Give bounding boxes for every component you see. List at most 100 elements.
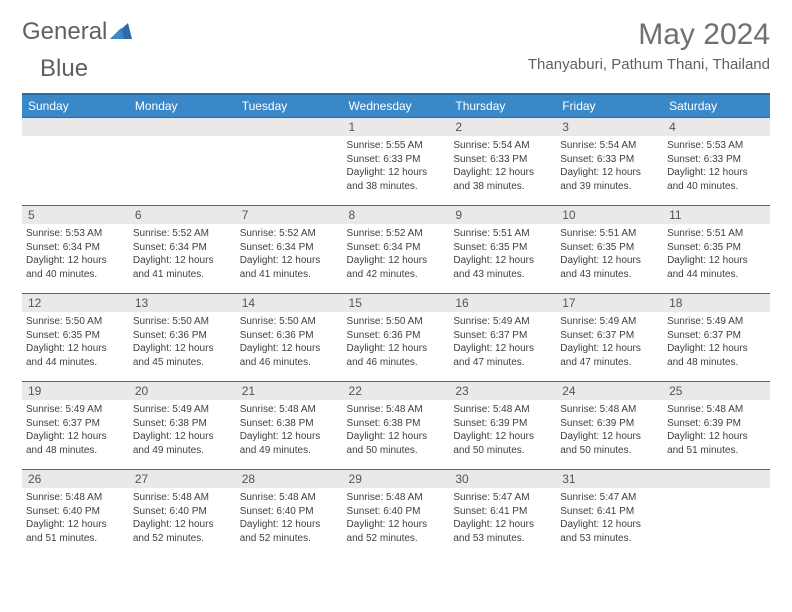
calendar-cell: 2Sunrise: 5:54 AMSunset: 6:33 PMDaylight… <box>449 118 556 206</box>
day-number-empty <box>663 470 770 488</box>
calendar-cell: 4Sunrise: 5:53 AMSunset: 6:33 PMDaylight… <box>663 118 770 206</box>
day-body: Sunrise: 5:48 AMSunset: 6:40 PMDaylight:… <box>129 488 236 549</box>
calendar-week-row: 19Sunrise: 5:49 AMSunset: 6:37 PMDayligh… <box>22 382 770 470</box>
day-body: Sunrise: 5:52 AMSunset: 6:34 PMDaylight:… <box>129 224 236 285</box>
calendar-cell: 9Sunrise: 5:51 AMSunset: 6:35 PMDaylight… <box>449 206 556 294</box>
calendar-cell: 17Sunrise: 5:49 AMSunset: 6:37 PMDayligh… <box>556 294 663 382</box>
calendar-cell: 7Sunrise: 5:52 AMSunset: 6:34 PMDaylight… <box>236 206 343 294</box>
day-number: 15 <box>343 294 450 312</box>
day-body: Sunrise: 5:52 AMSunset: 6:34 PMDaylight:… <box>236 224 343 285</box>
day-header: Tuesday <box>236 95 343 118</box>
day-number: 1 <box>343 118 450 136</box>
day-body: Sunrise: 5:54 AMSunset: 6:33 PMDaylight:… <box>556 136 663 197</box>
day-number: 2 <box>449 118 556 136</box>
day-number: 28 <box>236 470 343 488</box>
day-number: 19 <box>22 382 129 400</box>
day-number: 29 <box>343 470 450 488</box>
calendar-week-row: 26Sunrise: 5:48 AMSunset: 6:40 PMDayligh… <box>22 470 770 558</box>
calendar-cell: 8Sunrise: 5:52 AMSunset: 6:34 PMDaylight… <box>343 206 450 294</box>
location: Thanyaburi, Pathum Thani, Thailand <box>528 56 770 73</box>
calendar-cell <box>663 470 770 558</box>
calendar-cell: 1Sunrise: 5:55 AMSunset: 6:33 PMDaylight… <box>343 118 450 206</box>
day-number: 17 <box>556 294 663 312</box>
day-body: Sunrise: 5:49 AMSunset: 6:37 PMDaylight:… <box>449 312 556 373</box>
calendar-cell: 28Sunrise: 5:48 AMSunset: 6:40 PMDayligh… <box>236 470 343 558</box>
logo: General <box>22 18 134 46</box>
calendar-week-row: 12Sunrise: 5:50 AMSunset: 6:35 PMDayligh… <box>22 294 770 382</box>
logo-text-1: General <box>22 18 107 46</box>
day-body: Sunrise: 5:51 AMSunset: 6:35 PMDaylight:… <box>556 224 663 285</box>
logo-triangle-icon <box>110 18 132 46</box>
day-body: Sunrise: 5:49 AMSunset: 6:38 PMDaylight:… <box>129 400 236 461</box>
day-body: Sunrise: 5:51 AMSunset: 6:35 PMDaylight:… <box>449 224 556 285</box>
calendar-cell: 5Sunrise: 5:53 AMSunset: 6:34 PMDaylight… <box>22 206 129 294</box>
day-number: 11 <box>663 206 770 224</box>
day-number: 20 <box>129 382 236 400</box>
calendar-cell: 29Sunrise: 5:48 AMSunset: 6:40 PMDayligh… <box>343 470 450 558</box>
day-body: Sunrise: 5:50 AMSunset: 6:36 PMDaylight:… <box>236 312 343 373</box>
day-number: 25 <box>663 382 770 400</box>
day-header: Thursday <box>449 95 556 118</box>
day-body: Sunrise: 5:49 AMSunset: 6:37 PMDaylight:… <box>22 400 129 461</box>
calendar-cell: 27Sunrise: 5:48 AMSunset: 6:40 PMDayligh… <box>129 470 236 558</box>
day-body: Sunrise: 5:50 AMSunset: 6:36 PMDaylight:… <box>129 312 236 373</box>
calendar-cell <box>236 118 343 206</box>
day-body: Sunrise: 5:53 AMSunset: 6:34 PMDaylight:… <box>22 224 129 285</box>
day-body: Sunrise: 5:48 AMSunset: 6:40 PMDaylight:… <box>343 488 450 549</box>
day-body: Sunrise: 5:48 AMSunset: 6:39 PMDaylight:… <box>663 400 770 461</box>
calendar-cell: 20Sunrise: 5:49 AMSunset: 6:38 PMDayligh… <box>129 382 236 470</box>
day-number: 5 <box>22 206 129 224</box>
day-number-empty <box>129 118 236 136</box>
day-body: Sunrise: 5:49 AMSunset: 6:37 PMDaylight:… <box>556 312 663 373</box>
day-number: 6 <box>129 206 236 224</box>
day-number: 4 <box>663 118 770 136</box>
calendar-cell: 22Sunrise: 5:48 AMSunset: 6:38 PMDayligh… <box>343 382 450 470</box>
day-body: Sunrise: 5:51 AMSunset: 6:35 PMDaylight:… <box>663 224 770 285</box>
day-body: Sunrise: 5:53 AMSunset: 6:33 PMDaylight:… <box>663 136 770 197</box>
day-number: 7 <box>236 206 343 224</box>
day-number: 24 <box>556 382 663 400</box>
day-number: 8 <box>343 206 450 224</box>
day-body: Sunrise: 5:52 AMSunset: 6:34 PMDaylight:… <box>343 224 450 285</box>
calendar-cell <box>129 118 236 206</box>
day-number-empty <box>236 118 343 136</box>
title-block: May 2024 Thanyaburi, Pathum Thani, Thail… <box>528 18 770 73</box>
day-body: Sunrise: 5:50 AMSunset: 6:36 PMDaylight:… <box>343 312 450 373</box>
calendar-cell: 30Sunrise: 5:47 AMSunset: 6:41 PMDayligh… <box>449 470 556 558</box>
calendar-week-row: 1Sunrise: 5:55 AMSunset: 6:33 PMDaylight… <box>22 118 770 206</box>
calendar-cell <box>22 118 129 206</box>
day-number: 31 <box>556 470 663 488</box>
month-title: May 2024 <box>528 18 770 52</box>
day-number: 16 <box>449 294 556 312</box>
calendar-cell: 6Sunrise: 5:52 AMSunset: 6:34 PMDaylight… <box>129 206 236 294</box>
day-header: Friday <box>556 95 663 118</box>
calendar-cell: 24Sunrise: 5:48 AMSunset: 6:39 PMDayligh… <box>556 382 663 470</box>
day-number: 9 <box>449 206 556 224</box>
day-number: 26 <box>22 470 129 488</box>
day-number: 18 <box>663 294 770 312</box>
calendar-cell: 31Sunrise: 5:47 AMSunset: 6:41 PMDayligh… <box>556 470 663 558</box>
day-number: 12 <box>22 294 129 312</box>
calendar-cell: 26Sunrise: 5:48 AMSunset: 6:40 PMDayligh… <box>22 470 129 558</box>
calendar-cell: 15Sunrise: 5:50 AMSunset: 6:36 PMDayligh… <box>343 294 450 382</box>
calendar-cell: 19Sunrise: 5:49 AMSunset: 6:37 PMDayligh… <box>22 382 129 470</box>
day-body: Sunrise: 5:48 AMSunset: 6:39 PMDaylight:… <box>449 400 556 461</box>
day-header: Monday <box>129 95 236 118</box>
calendar-cell: 12Sunrise: 5:50 AMSunset: 6:35 PMDayligh… <box>22 294 129 382</box>
day-number: 3 <box>556 118 663 136</box>
calendar-cell: 18Sunrise: 5:49 AMSunset: 6:37 PMDayligh… <box>663 294 770 382</box>
day-number-empty <box>22 118 129 136</box>
calendar-cell: 25Sunrise: 5:48 AMSunset: 6:39 PMDayligh… <box>663 382 770 470</box>
calendar-cell: 14Sunrise: 5:50 AMSunset: 6:36 PMDayligh… <box>236 294 343 382</box>
calendar-cell: 21Sunrise: 5:48 AMSunset: 6:38 PMDayligh… <box>236 382 343 470</box>
day-header: Wednesday <box>343 95 450 118</box>
calendar-week-row: 5Sunrise: 5:53 AMSunset: 6:34 PMDaylight… <box>22 206 770 294</box>
day-body: Sunrise: 5:48 AMSunset: 6:38 PMDaylight:… <box>343 400 450 461</box>
day-header: Sunday <box>22 95 129 118</box>
day-body: Sunrise: 5:50 AMSunset: 6:35 PMDaylight:… <box>22 312 129 373</box>
day-number: 14 <box>236 294 343 312</box>
day-body: Sunrise: 5:48 AMSunset: 6:39 PMDaylight:… <box>556 400 663 461</box>
calendar-cell: 11Sunrise: 5:51 AMSunset: 6:35 PMDayligh… <box>663 206 770 294</box>
calendar-cell: 13Sunrise: 5:50 AMSunset: 6:36 PMDayligh… <box>129 294 236 382</box>
day-body: Sunrise: 5:49 AMSunset: 6:37 PMDaylight:… <box>663 312 770 373</box>
